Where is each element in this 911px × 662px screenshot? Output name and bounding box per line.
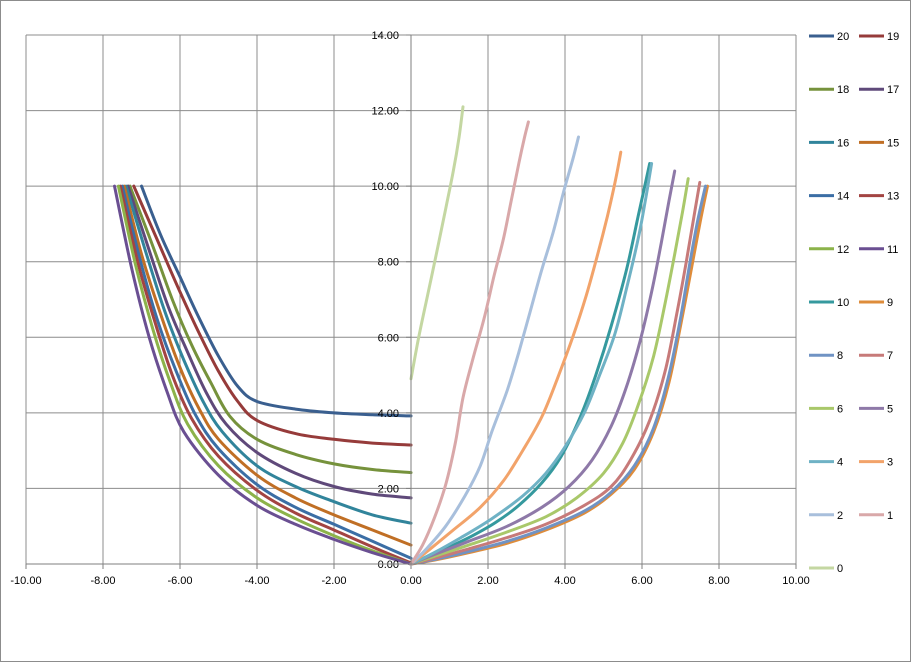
series-line-13 (118, 184, 413, 565)
series-line-12 (116, 184, 413, 566)
legend-label-20: 20 (837, 31, 849, 43)
legend-label-17: 17 (887, 84, 899, 96)
legend-label-7: 7 (887, 350, 893, 362)
series-layer (113, 105, 709, 566)
series-line-2 (409, 135, 580, 566)
x-tick-label: 6.00 (631, 575, 652, 587)
x-tick-label: -4.00 (244, 575, 269, 587)
y-tick-label: 4.00 (378, 408, 399, 420)
x-tick-label: 4.00 (554, 575, 575, 587)
series-line-16 (124, 184, 413, 525)
legend-label-15: 15 (887, 137, 899, 149)
series-line-14 (120, 184, 413, 560)
x-tick-label: -8.00 (90, 575, 115, 587)
x-tick-label: -6.00 (167, 575, 192, 587)
series-line-5 (409, 169, 677, 566)
y-tick-label: 14.00 (371, 30, 399, 42)
series-line-18 (128, 184, 413, 475)
legend-label-1: 1 (887, 510, 893, 522)
series-line-11 (113, 184, 413, 566)
series-line-17 (126, 184, 413, 500)
legend-label-4: 4 (837, 457, 843, 469)
y-tick-label: 2.00 (378, 483, 399, 495)
legend-label-9: 9 (887, 297, 893, 309)
legend-label-11: 11 (887, 244, 898, 256)
series-line-7 (409, 180, 702, 566)
x-tick-label: 0.00 (400, 575, 421, 587)
x-tick-label: 10.00 (782, 575, 810, 587)
series-line-4 (409, 162, 654, 566)
legend-label-16: 16 (837, 137, 849, 149)
x-tick-label: -2.00 (321, 575, 346, 587)
series-line-10 (409, 162, 652, 566)
legend-label-0: 0 (837, 563, 843, 575)
series-line-1 (409, 120, 530, 566)
series-line-3 (409, 150, 623, 566)
y-tick-label: 6.00 (378, 332, 399, 344)
legend-label-13: 13 (887, 191, 899, 203)
series-line-6 (409, 177, 690, 566)
legend-label-18: 18 (837, 84, 849, 96)
legend-label-3: 3 (887, 457, 893, 469)
series-line-8 (409, 184, 707, 566)
legend-label-12: 12 (837, 244, 849, 256)
x-tick-label: 8.00 (708, 575, 729, 587)
axes: -10.00 -8.00 -6.00 -4.00 -2.00 0.00 2.00 4.00 6.… (10, 30, 809, 587)
x-tick-label: -10.00 (10, 575, 41, 587)
legend-label-8: 8 (837, 350, 843, 362)
series-line-19 (132, 184, 413, 447)
legend-label-19: 19 (887, 31, 899, 43)
y-tick-label: 8.00 (378, 257, 399, 269)
y-tick-label: 0.00 (378, 559, 399, 571)
legend-label-10: 10 (837, 297, 849, 309)
x-tick-label: 2.00 (477, 575, 498, 587)
legend-label-14: 14 (837, 191, 849, 203)
y-tick-label: 10.00 (371, 181, 399, 193)
series-line-0 (409, 105, 465, 381)
legend-label-5: 5 (887, 403, 893, 415)
series-line-20 (140, 184, 413, 418)
series-line-15 (122, 184, 413, 547)
legend-label-2: 2 (837, 510, 843, 522)
legend-label-6: 6 (837, 403, 843, 415)
y-tick-label: 12.00 (371, 106, 399, 118)
